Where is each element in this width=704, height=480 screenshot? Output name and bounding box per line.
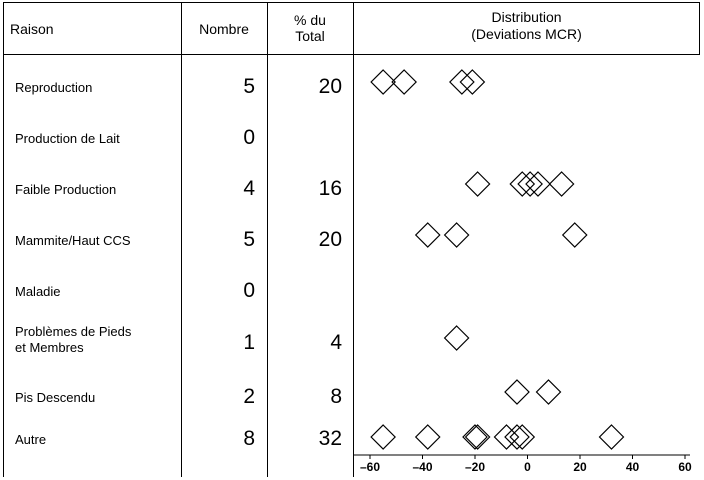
row-nombre: 5 (243, 228, 255, 251)
diamond-point (598, 424, 625, 450)
diamond-point (493, 424, 520, 450)
x-tick-label: 20 (573, 460, 587, 474)
row-nombre: 2 (243, 385, 255, 408)
row-label: Reproduction (15, 80, 93, 95)
row-nombre: 0 (243, 126, 255, 149)
diamond-point (449, 69, 475, 95)
header-pct-line2: Total (295, 28, 325, 44)
diamond-point (370, 424, 396, 450)
row-label: Problèmes de Pieds (15, 324, 132, 339)
header-raison: Raison (10, 21, 54, 37)
row-pct: 16 (318, 177, 342, 200)
diamond-point (414, 222, 441, 248)
row-pct: 20 (318, 228, 342, 251)
header-pct-line1: % du (294, 12, 326, 28)
row-label: Autre (15, 432, 47, 447)
diamond-point (459, 69, 486, 95)
diamond-point (504, 379, 530, 405)
x-tick-label: –20 (465, 460, 485, 474)
diamond-point (525, 171, 551, 197)
row-pct: 20 (318, 75, 342, 98)
header-distribution-line2: (Deviations MCR) (471, 26, 582, 42)
row-pct: 8 (330, 385, 342, 408)
row-label: Mammite/Haut CCS (15, 233, 131, 248)
header-separator (3, 54, 700, 55)
diamond-point (509, 171, 536, 197)
row-nombre: 8 (243, 427, 255, 450)
row-pct: 32 (318, 427, 342, 450)
row-pct: 4 (330, 331, 342, 354)
left-border (3, 2, 4, 477)
diamond-point (443, 325, 470, 351)
row-label: Pis Descendu (15, 390, 96, 405)
x-tick-label: –60 (360, 460, 380, 474)
row-nombre: 1 (243, 331, 255, 354)
diamond-point (504, 424, 530, 450)
diamond-point (535, 379, 562, 405)
diamond-point (414, 424, 441, 450)
row-label: Maladie (15, 284, 61, 299)
header-nombre: Nombre (199, 21, 249, 37)
col-sep-pct (267, 2, 268, 477)
diamond-point (443, 222, 470, 248)
diamond-point (548, 171, 575, 197)
col-sep-distribution (353, 2, 354, 477)
x-tick-label: 40 (626, 460, 640, 474)
row-nombre: 4 (243, 177, 255, 200)
row-nombre: 5 (243, 75, 255, 98)
diamond-point (464, 424, 491, 450)
row-nombre: 0 (243, 279, 255, 302)
diamond-point (517, 171, 543, 197)
x-tick-label: –40 (412, 460, 432, 474)
diamond-point (391, 69, 417, 95)
col-sep-nombre (181, 2, 182, 477)
diamond-point (462, 424, 488, 450)
row-label: Production de Lait (15, 131, 120, 146)
diamond-point (561, 222, 588, 248)
header-distribution-line1: Distribution (491, 9, 562, 25)
row-label: et Membres (15, 340, 84, 355)
row-label: Faible Production (15, 182, 117, 197)
diamond-point (509, 424, 536, 450)
diamond-point (464, 171, 491, 197)
right-border (699, 2, 700, 55)
top-border (3, 2, 700, 3)
diamond-point (370, 69, 396, 95)
x-tick-label: 60 (678, 460, 692, 474)
x-tick-label: 0 (524, 460, 531, 474)
